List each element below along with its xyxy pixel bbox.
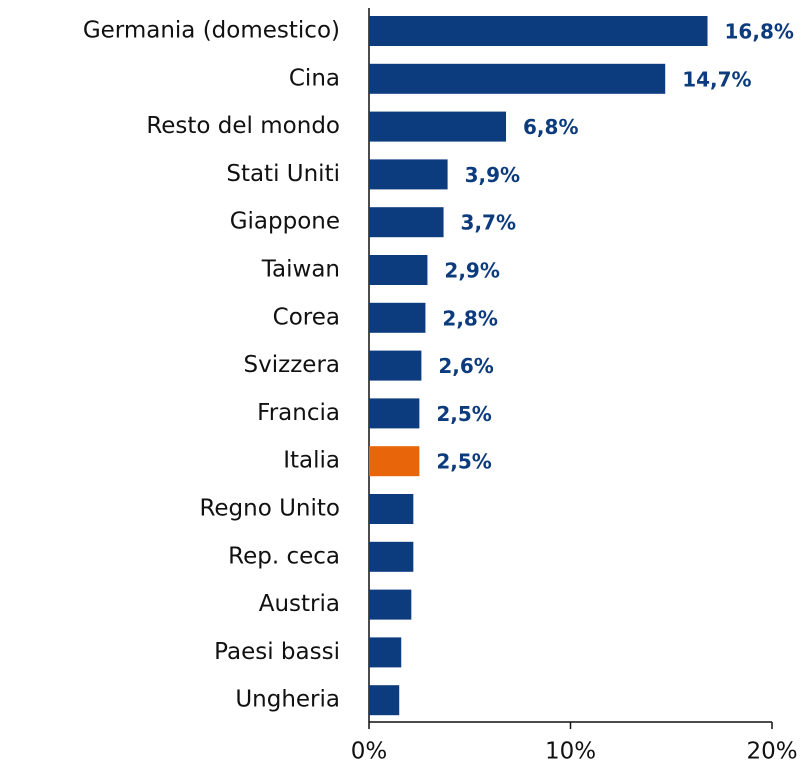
category-label: Stati Uniti [226, 161, 340, 187]
bar [369, 159, 448, 190]
x-tick-label: 10% [545, 739, 596, 765]
bar [369, 207, 444, 238]
data-label: 2,5% [436, 402, 491, 426]
bar [369, 350, 422, 381]
data-label: 2,6% [438, 354, 493, 378]
category-label: Francia [257, 400, 340, 426]
category-label: Giappone [230, 209, 340, 235]
category-label: Austria [259, 591, 340, 617]
category-label: Corea [273, 304, 340, 330]
data-label: 14,7% [682, 67, 751, 91]
category-label: Rep. ceca [228, 543, 340, 569]
category-label: Cina [289, 65, 340, 91]
category-label: Svizzera [244, 352, 340, 378]
bar [369, 111, 507, 142]
category-label: Germania (domestico) [83, 18, 340, 44]
category-label: Ungheria [235, 687, 340, 713]
bar [369, 494, 414, 524]
bar [369, 302, 426, 333]
x-tick-label: 0% [351, 739, 388, 765]
data-label: 6,8% [523, 115, 578, 139]
category-label: Italia [283, 448, 340, 474]
bar [369, 63, 666, 94]
data-label: 16,8% [725, 20, 794, 44]
category-label: Paesi bassi [214, 639, 340, 665]
data-label: 3,9% [465, 163, 520, 187]
bar [369, 589, 412, 620]
data-label: 2,5% [436, 450, 491, 474]
category-label: Regno Unito [199, 496, 340, 522]
data-label: 2,9% [444, 259, 499, 283]
bar [369, 16, 708, 46]
bar [369, 446, 420, 477]
category-label: Resto del mondo [146, 113, 340, 139]
bar [369, 541, 414, 572]
data-label: 3,7% [461, 211, 516, 235]
bar [369, 398, 420, 429]
x-tick-label: 20% [746, 739, 797, 765]
bar [369, 685, 400, 716]
data-label: 2,8% [442, 306, 497, 330]
bar [369, 255, 428, 285]
bar [369, 637, 402, 668]
category-label: Taiwan [261, 257, 340, 283]
